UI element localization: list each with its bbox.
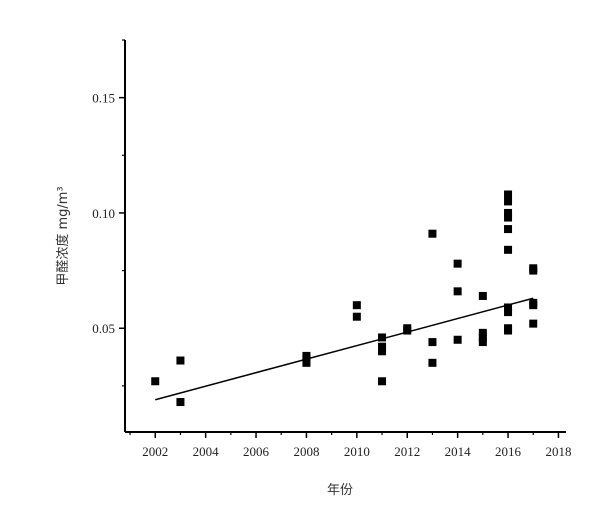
data-point bbox=[176, 398, 185, 407]
data-point bbox=[504, 208, 513, 217]
data-point bbox=[529, 319, 538, 328]
data-point bbox=[428, 358, 437, 367]
data-point bbox=[352, 301, 361, 310]
x-tick-label: 2002 bbox=[142, 444, 168, 459]
data-point bbox=[428, 229, 437, 238]
y-tick-label: 0.15 bbox=[92, 91, 115, 106]
data-point bbox=[504, 190, 513, 199]
data-point bbox=[504, 197, 513, 206]
y-tick-label: 0.10 bbox=[92, 206, 115, 221]
x-tick-label: 2008 bbox=[293, 444, 319, 459]
data-point bbox=[352, 312, 361, 321]
y-axis-title: 甲醛浓度 mg/m³ bbox=[55, 186, 71, 285]
data-point bbox=[453, 335, 462, 344]
data-point bbox=[478, 328, 487, 337]
data-point bbox=[504, 303, 513, 312]
data-point bbox=[378, 347, 387, 356]
x-tick-label: 2018 bbox=[545, 444, 571, 459]
data-point bbox=[504, 213, 513, 222]
data-point bbox=[504, 225, 513, 234]
data-point bbox=[302, 358, 311, 367]
data-point bbox=[504, 308, 513, 317]
trend-line bbox=[155, 297, 534, 401]
data-point bbox=[453, 287, 462, 296]
data-point bbox=[403, 326, 412, 335]
data-point bbox=[478, 338, 487, 347]
y-tick-label: 0.05 bbox=[92, 321, 115, 336]
data-point bbox=[378, 333, 387, 342]
x-tick-label: 2012 bbox=[394, 444, 420, 459]
data-points bbox=[151, 190, 538, 407]
data-point bbox=[453, 259, 462, 268]
data-point bbox=[428, 338, 437, 347]
data-point bbox=[378, 342, 387, 351]
axis-ticks bbox=[119, 39, 560, 438]
x-tick-label: 2010 bbox=[344, 444, 370, 459]
data-point bbox=[504, 245, 513, 254]
x-tick-label: 2014 bbox=[445, 444, 472, 459]
data-point bbox=[529, 301, 538, 310]
data-point bbox=[176, 356, 185, 365]
data-point bbox=[151, 377, 160, 386]
data-point bbox=[504, 326, 513, 335]
data-point bbox=[478, 291, 487, 300]
x-tick-label: 2004 bbox=[193, 444, 220, 459]
data-point bbox=[302, 354, 311, 363]
data-point bbox=[478, 333, 487, 342]
x-tick-label: 2016 bbox=[495, 444, 522, 459]
x-axis-title: 年份 bbox=[327, 483, 353, 498]
data-point bbox=[529, 266, 538, 275]
data-point bbox=[378, 377, 387, 386]
x-tick-label: 2006 bbox=[243, 444, 270, 459]
axis-tick-labels: 2002 2004 2006 2008 2010 2012 2014 2016 2018 0.05… bbox=[92, 91, 571, 459]
